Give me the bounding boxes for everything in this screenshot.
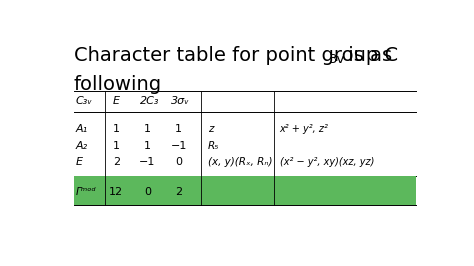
Text: Γᵐᵒᵈ: Γᵐᵒᵈ [76,187,97,197]
Text: 1: 1 [144,124,151,134]
Text: 2C₃: 2C₃ [140,95,159,106]
Text: E: E [76,157,83,167]
Text: (x, y)(Rₓ, Rₙ): (x, y)(Rₓ, Rₙ) [208,157,273,167]
Text: 3σᵥ: 3σᵥ [171,95,190,106]
Text: z: z [208,124,213,134]
Text: −1: −1 [139,157,155,167]
Text: C₃ᵥ: C₃ᵥ [76,95,92,106]
Text: −1: −1 [171,141,187,151]
Text: following: following [74,75,162,94]
Text: 1: 1 [144,141,151,151]
Text: x² + y², z²: x² + y², z² [280,124,328,134]
Text: 2: 2 [175,187,182,197]
Text: 0: 0 [144,187,151,197]
Text: 0: 0 [175,157,182,167]
Bar [74,176,416,205]
Text: A₁: A₁ [76,124,88,134]
Text: 1: 1 [113,124,120,134]
Text: 1: 1 [175,124,182,134]
Text: is as: is as [342,46,392,65]
Text: R₅: R₅ [208,141,219,151]
Text: 12: 12 [109,187,123,197]
Text: 2: 2 [113,157,120,167]
Text: (x² − y², xy)(xz, yz): (x² − y², xy)(xz, yz) [280,157,374,167]
Text: A₂: A₂ [76,141,88,151]
Text: E: E [112,95,119,106]
Text: 3v: 3v [329,53,346,66]
Text: 1: 1 [113,141,120,151]
Text: Character table for point group C: Character table for point group C [74,46,398,65]
